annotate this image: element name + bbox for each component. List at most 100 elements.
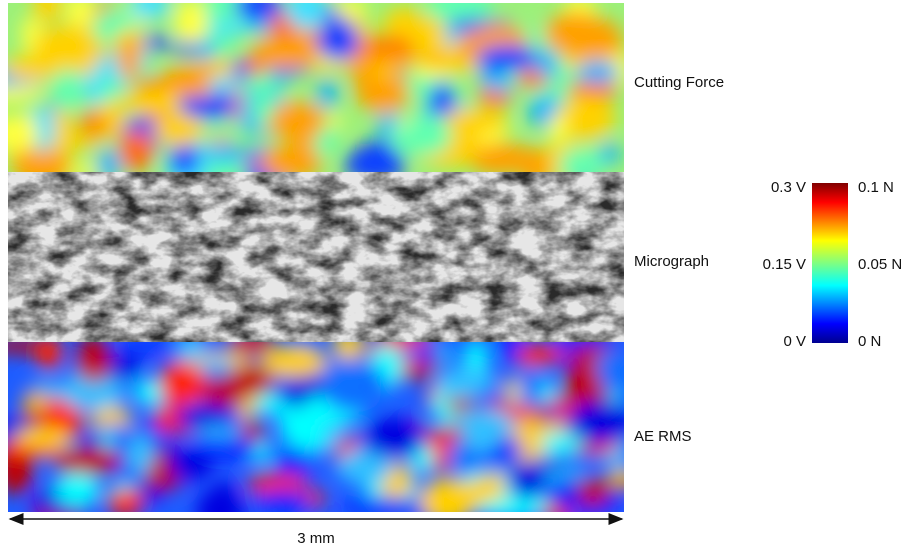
map-blob: [209, 19, 256, 36]
map-blob: [435, 366, 495, 398]
map-blob: [543, 12, 609, 57]
map-blob: [8, 115, 40, 152]
map-blob: [549, 112, 568, 146]
micrograph: [8, 172, 624, 342]
map-blob: [13, 146, 70, 172]
map-blob: [454, 409, 516, 438]
map-blob: [254, 489, 310, 512]
map-blob: [332, 342, 365, 361]
map-blob: [498, 342, 523, 362]
map-blob: [333, 3, 368, 19]
map-blob: [592, 349, 624, 393]
colorbar-label: 0.05 N: [858, 256, 902, 273]
map-blob: [559, 452, 601, 470]
map-blob: [566, 80, 619, 99]
map-blob: [51, 66, 83, 111]
map-blob: [53, 447, 122, 475]
map-blob: [130, 3, 170, 20]
map-blob: [65, 3, 95, 30]
map-blob: [355, 68, 411, 114]
map-blob: [35, 342, 63, 370]
map-blob: [59, 372, 126, 411]
map-blob: [172, 42, 200, 55]
map-blob: [117, 38, 141, 82]
map-blob: [54, 472, 101, 507]
map-blob: [250, 94, 276, 126]
map-blob: [275, 447, 314, 478]
map-blob: [251, 34, 319, 70]
map-blob: [101, 422, 128, 437]
map-blob: [564, 400, 624, 445]
map-blob: [517, 366, 544, 404]
map-blob: [420, 477, 476, 512]
map-blob: [353, 143, 379, 172]
map-blob: [120, 89, 193, 114]
map-blob: [23, 396, 49, 412]
map-blob: [76, 342, 111, 383]
map-blob: [556, 95, 616, 140]
map-blob: [402, 114, 452, 156]
map-blob: [539, 432, 583, 451]
map-blob: [445, 106, 507, 134]
map-blob: [178, 90, 238, 120]
map-blob: [196, 488, 245, 512]
cutting-force-map: [8, 3, 624, 172]
map-blob: [33, 3, 63, 23]
map-blob: [537, 50, 557, 80]
map-blob: [153, 113, 205, 147]
map-blob: [304, 489, 325, 508]
map-blob: [363, 417, 427, 458]
map-blob: [191, 436, 262, 460]
map-blob: [233, 3, 283, 21]
map-blob: [414, 345, 446, 363]
colorbar-label: 0.1 N: [858, 179, 894, 196]
map-blob: [201, 160, 249, 172]
map-blob: [96, 148, 121, 172]
colorbar-label: 0.3 V: [771, 179, 806, 196]
map-blob: [202, 378, 245, 407]
map-blob: [608, 469, 624, 484]
map-blob: [207, 76, 238, 93]
panel-label: Cutting Force: [634, 74, 724, 91]
colorbar-label: 0 N: [858, 333, 881, 350]
map-blob: [174, 3, 208, 47]
map-blob: [503, 379, 521, 397]
map-blob: [344, 496, 415, 512]
map-blob: [521, 413, 540, 459]
map-blob: [316, 20, 360, 62]
map-blob: [79, 122, 114, 136]
map-blob: [507, 461, 547, 499]
map-blob: [466, 142, 536, 172]
map-blob: [600, 142, 620, 165]
map-blob: [520, 147, 549, 172]
panel-label: Micrograph: [634, 253, 709, 270]
colorbar: [812, 183, 848, 343]
map-blob: [176, 342, 205, 362]
map-blob: [119, 130, 154, 172]
map-blob: [115, 342, 174, 352]
map-blob: [190, 121, 247, 135]
map-blob: [8, 55, 63, 81]
scale-label: 3 mm: [297, 530, 335, 547]
map-blob: [126, 433, 154, 476]
map-blob: [261, 345, 327, 377]
map-blob: [100, 76, 118, 104]
map-blob: [409, 16, 447, 60]
map-blob: [317, 79, 338, 109]
map-blob: [286, 3, 327, 31]
map-blob: [158, 360, 207, 406]
map-blob: [335, 448, 394, 485]
map-blob: [576, 60, 620, 85]
map-blob: [577, 478, 608, 507]
map-blob: [324, 376, 382, 413]
map-blob: [558, 147, 605, 172]
ae-rms-map: [8, 342, 624, 512]
map-blob: [294, 133, 314, 162]
map-blob: [563, 361, 600, 404]
map-blob: [228, 342, 275, 355]
map-blob: [269, 100, 326, 142]
map-blob: [170, 141, 200, 172]
colorbar-label: 0 V: [783, 333, 806, 350]
map-blob: [443, 397, 475, 412]
